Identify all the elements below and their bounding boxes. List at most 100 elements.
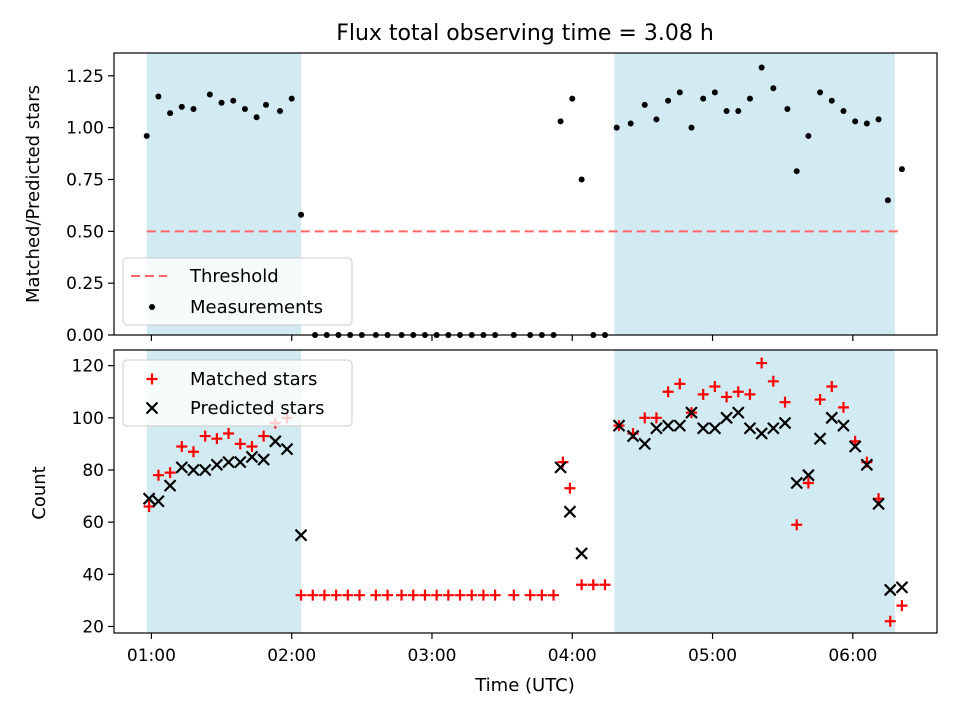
matched-star-point	[721, 391, 733, 403]
matched-star-point	[330, 589, 342, 601]
predicted-star-point	[790, 476, 803, 490]
matched-star-point	[650, 412, 662, 424]
predicted-star-point	[883, 583, 897, 597]
y-tick-label: 100	[72, 409, 104, 429]
y-tick-label: 1.00	[66, 119, 104, 139]
matched-star-point	[814, 394, 826, 406]
x-tick-label: 05:00	[688, 646, 737, 666]
predicted-star-point	[280, 442, 294, 456]
matched-star-point	[211, 433, 223, 445]
measurement-point	[735, 108, 742, 115]
predicted-star-point	[233, 455, 247, 469]
predicted-star-point	[245, 450, 259, 464]
matched-star-point	[564, 482, 576, 494]
measurement-point	[805, 132, 812, 139]
matched-star-point	[587, 579, 599, 591]
matched-star-point	[697, 388, 709, 400]
predicted-star-point	[269, 435, 282, 448]
measurement-point	[262, 101, 269, 108]
measurement-point	[840, 108, 847, 115]
legend-box	[122, 359, 353, 427]
matched-star-point	[353, 589, 365, 601]
predicted-star-point	[895, 581, 909, 594]
predicted-star-point	[152, 495, 165, 508]
matched-star-point	[295, 589, 307, 601]
x-tick-label: 06:00	[828, 646, 877, 666]
matched-star-point	[548, 589, 560, 601]
matched-star-point	[223, 427, 235, 439]
matched-star-point	[419, 589, 431, 601]
predicted-star-point	[650, 421, 663, 435]
top-panel: 0.00 0.25 0.50 0.75 1.00 1.25 Threshold Measure…	[66, 52, 938, 346]
top-legend: Threshold Measurements	[122, 257, 353, 326]
predicted-star-point	[720, 411, 733, 425]
measurement-point	[627, 120, 634, 127]
matched-star-point	[396, 589, 408, 601]
measurement-point	[178, 103, 185, 110]
measurement-point	[688, 124, 695, 131]
top-y-axis-label: Matched/Predicted stars	[23, 85, 44, 303]
predicted-star-point	[802, 468, 815, 482]
y-tick-label: 60	[82, 513, 104, 533]
legend-measurements-label: Measurements	[190, 297, 323, 318]
matched-star-point	[477, 589, 489, 601]
matched-star-point	[187, 446, 199, 458]
matched-star-point	[826, 381, 838, 393]
matched-star-point	[454, 589, 466, 601]
measurement-point	[190, 105, 197, 112]
predicted-star-point	[198, 463, 212, 477]
matched-star-point	[536, 589, 548, 601]
x-tick-label: 03:00	[407, 646, 456, 666]
matched-star-point	[258, 430, 270, 442]
predicted-star-point	[813, 432, 827, 445]
y-tick-label: 0.25	[66, 274, 104, 294]
predicted-star-point	[872, 497, 885, 511]
predicted-star-point	[860, 458, 874, 472]
measurement-point	[241, 105, 248, 112]
y-tick-label: 40	[82, 565, 104, 585]
x-tick-label: 02:00	[267, 646, 316, 666]
matched-star-point	[199, 430, 211, 442]
measurement-point	[676, 89, 683, 96]
measurement-point	[784, 105, 791, 112]
predicted-star-point	[731, 406, 745, 419]
matched-star-point	[884, 615, 896, 627]
matched-star-point	[370, 589, 382, 601]
matched-star-point	[407, 589, 419, 601]
predicted-star-point	[163, 479, 177, 492]
matched-star-point	[732, 386, 744, 398]
matched-star-point	[489, 589, 501, 601]
matched-star-point	[152, 469, 164, 481]
matched-star-point	[837, 401, 849, 413]
measurement-point	[218, 99, 225, 106]
measurement-point	[746, 95, 753, 102]
matched-star-point	[767, 375, 779, 387]
predicted-star-point	[294, 528, 308, 542]
matched-star-point	[779, 396, 791, 408]
matched-star-point	[176, 441, 188, 453]
y-tick-label: 20	[82, 617, 104, 637]
measurement-point	[875, 116, 882, 123]
matched-star-point	[599, 579, 611, 591]
matched-star-point	[674, 378, 686, 390]
measurement-point	[758, 64, 765, 71]
predicted-star-point	[778, 416, 792, 430]
measurement-point	[852, 118, 859, 125]
measurement-point	[711, 89, 718, 96]
matched-star-point	[791, 519, 803, 531]
predicted-star-point	[142, 492, 156, 505]
matched-star-point	[164, 467, 176, 479]
predicted-star-point	[755, 427, 768, 440]
predicted-star-point	[825, 411, 839, 425]
measurement-point	[793, 168, 800, 175]
measurement-point	[155, 93, 162, 100]
predicted-star-point	[848, 440, 862, 453]
measurement-point	[817, 89, 824, 96]
predicted-star-point	[626, 429, 640, 443]
predicted-star-point	[210, 458, 224, 472]
matched-star-point	[466, 589, 478, 601]
matched-star-point	[524, 589, 536, 601]
matched-star-point	[431, 589, 443, 601]
measurement-point	[665, 97, 672, 104]
